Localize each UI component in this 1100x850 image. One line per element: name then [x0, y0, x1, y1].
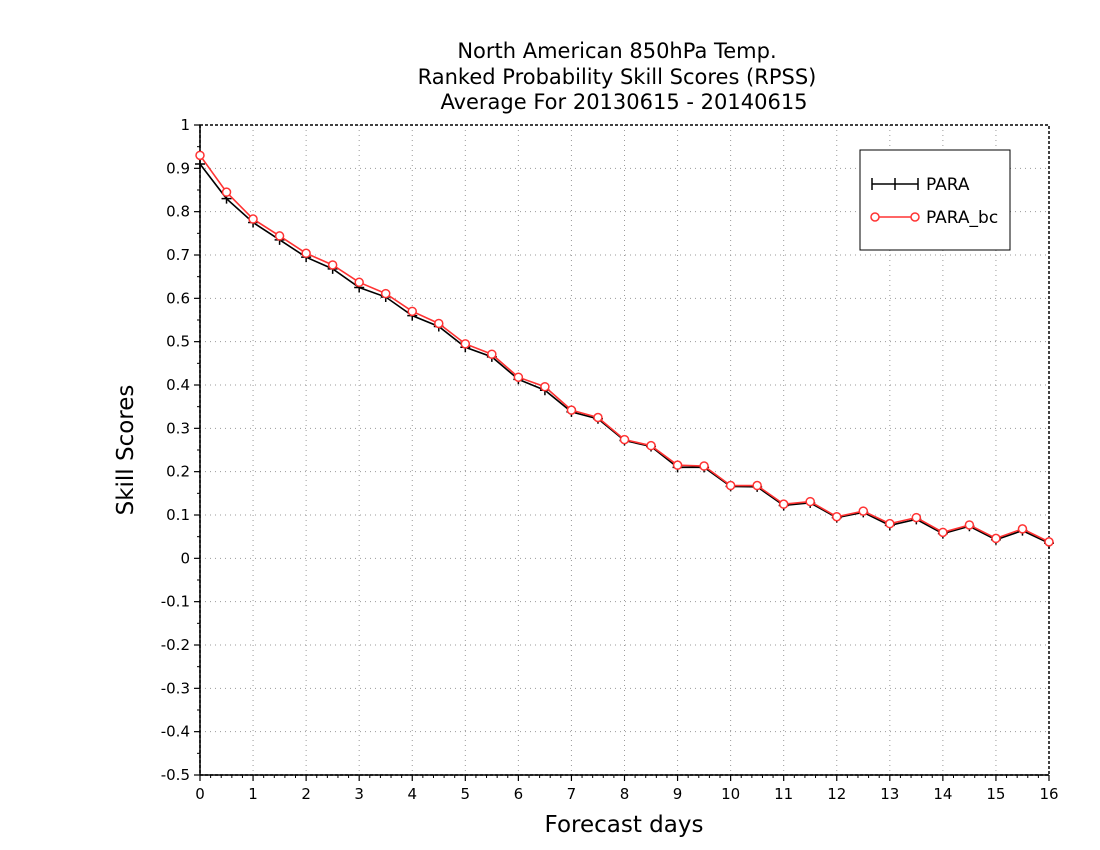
x-tick-label: 13	[880, 785, 899, 803]
data-point-para-bc	[248, 214, 258, 224]
x-tick-label: 1	[248, 785, 258, 803]
data-point-para-bc	[911, 512, 922, 523]
data-point-para-bc	[991, 533, 1001, 544]
x-tick-label: 3	[354, 785, 364, 803]
legend-marker-para-icon	[871, 178, 919, 190]
y-tick-label: 0.3	[166, 419, 190, 437]
data-point-para-bc	[407, 306, 417, 317]
x-tick-label: 10	[721, 785, 740, 803]
data-point-para-bc	[434, 318, 444, 329]
data-point-para-bc	[460, 339, 471, 349]
title-line-3: Average For 20130615 - 20140615	[440, 90, 807, 114]
data-point-para-bc	[566, 405, 577, 415]
x-tick-label: 6	[514, 785, 524, 803]
x-tick-label: 5	[461, 785, 471, 803]
data-point-para-bc	[274, 231, 285, 241]
y-tick-label: 0.7	[166, 246, 190, 264]
data-point-para-bc	[380, 288, 391, 299]
x-tick-label: 14	[933, 785, 952, 803]
data-point-para-bc	[885, 518, 895, 529]
title-line-2: Ranked Probability Skill Scores (RPSS)	[418, 65, 817, 89]
title-line-1: North American 850hPa Temp.	[457, 39, 776, 63]
data-point-para-bc	[1044, 537, 1054, 547]
y-tick-label: 0	[180, 549, 190, 567]
legend-marker-para-bc-icon-2	[910, 212, 920, 222]
y-tick-label: 0.8	[166, 203, 190, 221]
y-axis: -0.5 -0.4 -0.3 -0.2 -0.1 0 0.1 0.2 0.3 0.4 0.5 0.6 0…	[161, 116, 200, 784]
data-point-para-bc	[1017, 524, 1028, 534]
x-axis: 0 1 2 3 4 5 6 7 8 9 10 11 12 13 14 15 16	[195, 775, 1059, 803]
x-axis-label: Forecast days	[545, 812, 704, 838]
legend: PARA PARA_bc	[859, 149, 1011, 251]
x-tick-label: 8	[620, 785, 630, 803]
y-tick-label: 1	[180, 116, 190, 134]
data-point-para-bc	[593, 412, 603, 423]
series-area	[195, 150, 1054, 549]
x-tick-label: 15	[986, 785, 1005, 803]
y-axis-label: Skill Scores	[113, 385, 139, 516]
data-point-para-bc	[699, 461, 709, 471]
y-tick-label: 0.1	[166, 506, 190, 524]
y-tick-label: -0.3	[161, 679, 190, 697]
data-point-para-bc	[778, 499, 789, 509]
x-tick-label: 4	[407, 785, 417, 803]
x-tick-label: 9	[673, 785, 683, 803]
data-point-para-bc	[646, 440, 656, 451]
data-point-para-bc	[832, 511, 842, 522]
data-point-para-bc	[354, 277, 364, 288]
chart-title: North American 850hPa Temp. Ranked Proba…	[418, 39, 817, 114]
data-point-para-bc	[964, 520, 975, 530]
y-tick-label: -0.4	[161, 723, 190, 741]
legend-label-para: PARA	[926, 175, 970, 195]
data-point-para-bc	[195, 150, 205, 161]
data-point-para-bc	[327, 260, 338, 270]
x-tick-label: 16	[1039, 785, 1058, 803]
x-tick-label: 0	[195, 785, 205, 803]
y-tick-label: 0.9	[166, 159, 190, 177]
data-point-para-bc	[221, 187, 232, 197]
y-tick-label: 0.6	[166, 289, 190, 307]
data-point-para-bc	[619, 434, 630, 445]
data-point-para-bc	[805, 496, 815, 507]
x-tick-label: 2	[301, 785, 311, 803]
legend-marker-para-bc-icon	[870, 212, 880, 222]
data-point-para-bc	[752, 480, 762, 491]
data-point-para-bc	[513, 372, 524, 382]
y-tick-label: 0.5	[166, 333, 190, 351]
data-point-para	[195, 159, 205, 169]
x-tick-label: 11	[774, 785, 793, 803]
data-point-para-bc	[540, 381, 550, 392]
data-point-para-bc	[938, 527, 948, 538]
y-tick-label: 0.2	[166, 463, 190, 481]
data-point-para-bc	[672, 460, 683, 470]
data-point-para-bc	[487, 349, 497, 359]
data-point-para-bc	[858, 506, 869, 516]
y-tick-label: -0.2	[161, 636, 190, 654]
y-tick-label: 0.4	[166, 376, 190, 394]
x-tick-label: 12	[827, 785, 846, 803]
y-tick-label: -0.5	[161, 766, 190, 784]
data-point-para-bc	[725, 480, 736, 491]
data-point-para-bc	[301, 248, 311, 259]
legend-box	[859, 149, 1011, 251]
y-tick-label: -0.1	[161, 593, 190, 611]
legend-label-para-bc: PARA_bc	[926, 208, 998, 228]
grid	[200, 125, 1049, 775]
x-tick-label: 7	[567, 785, 577, 803]
